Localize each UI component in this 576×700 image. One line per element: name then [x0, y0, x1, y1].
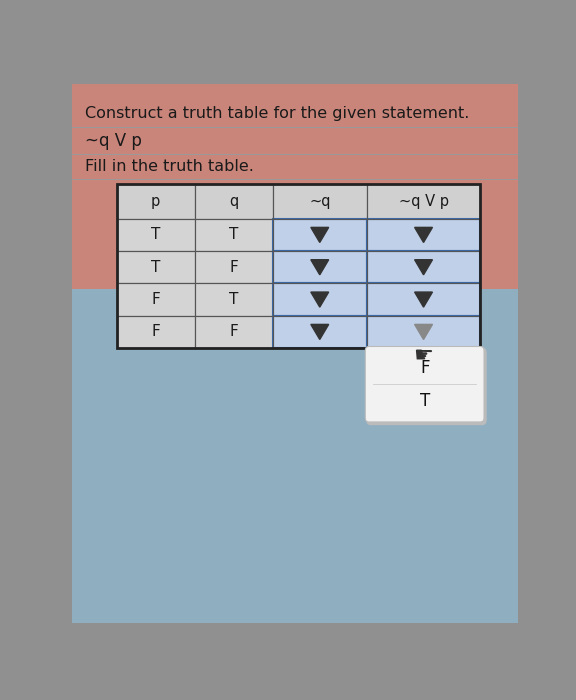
- Text: p: p: [151, 194, 160, 209]
- FancyBboxPatch shape: [273, 316, 366, 348]
- FancyBboxPatch shape: [116, 316, 195, 348]
- Polygon shape: [311, 324, 329, 340]
- FancyBboxPatch shape: [195, 284, 273, 316]
- Text: F: F: [420, 358, 429, 377]
- Text: ☛: ☛: [414, 345, 434, 365]
- FancyBboxPatch shape: [195, 218, 273, 251]
- Polygon shape: [415, 324, 433, 340]
- FancyBboxPatch shape: [273, 284, 366, 316]
- Text: ~q V p: ~q V p: [85, 132, 142, 150]
- FancyBboxPatch shape: [195, 316, 273, 348]
- Text: T: T: [229, 292, 238, 307]
- Polygon shape: [415, 228, 433, 242]
- FancyBboxPatch shape: [365, 346, 484, 422]
- Text: F: F: [151, 324, 160, 340]
- FancyBboxPatch shape: [195, 251, 273, 284]
- FancyBboxPatch shape: [366, 284, 480, 316]
- Text: Fill in the truth table.: Fill in the truth table.: [85, 159, 254, 174]
- Text: F: F: [229, 324, 238, 340]
- FancyBboxPatch shape: [72, 84, 518, 289]
- FancyBboxPatch shape: [366, 316, 480, 348]
- FancyBboxPatch shape: [195, 183, 273, 218]
- FancyBboxPatch shape: [116, 183, 195, 218]
- Text: F: F: [229, 260, 238, 275]
- FancyBboxPatch shape: [366, 251, 480, 284]
- Polygon shape: [415, 260, 433, 275]
- Text: q: q: [229, 194, 238, 209]
- Polygon shape: [415, 292, 433, 307]
- Text: ~q: ~q: [309, 194, 331, 209]
- FancyBboxPatch shape: [116, 183, 480, 348]
- FancyBboxPatch shape: [273, 218, 366, 251]
- FancyBboxPatch shape: [366, 183, 480, 218]
- Text: T: T: [229, 228, 238, 242]
- FancyBboxPatch shape: [366, 348, 487, 425]
- FancyBboxPatch shape: [366, 218, 480, 251]
- Text: Construct a truth table for the given statement.: Construct a truth table for the given st…: [85, 106, 470, 121]
- Polygon shape: [311, 292, 329, 307]
- FancyBboxPatch shape: [273, 251, 366, 284]
- FancyBboxPatch shape: [116, 284, 195, 316]
- Text: ~q V p: ~q V p: [399, 194, 449, 209]
- FancyBboxPatch shape: [72, 289, 518, 623]
- FancyBboxPatch shape: [273, 183, 366, 218]
- FancyBboxPatch shape: [116, 218, 195, 251]
- Polygon shape: [311, 260, 329, 275]
- Text: T: T: [151, 228, 160, 242]
- Polygon shape: [311, 228, 329, 242]
- FancyBboxPatch shape: [116, 251, 195, 284]
- Text: T: T: [151, 260, 160, 275]
- Text: T: T: [419, 392, 430, 410]
- Text: F: F: [151, 292, 160, 307]
